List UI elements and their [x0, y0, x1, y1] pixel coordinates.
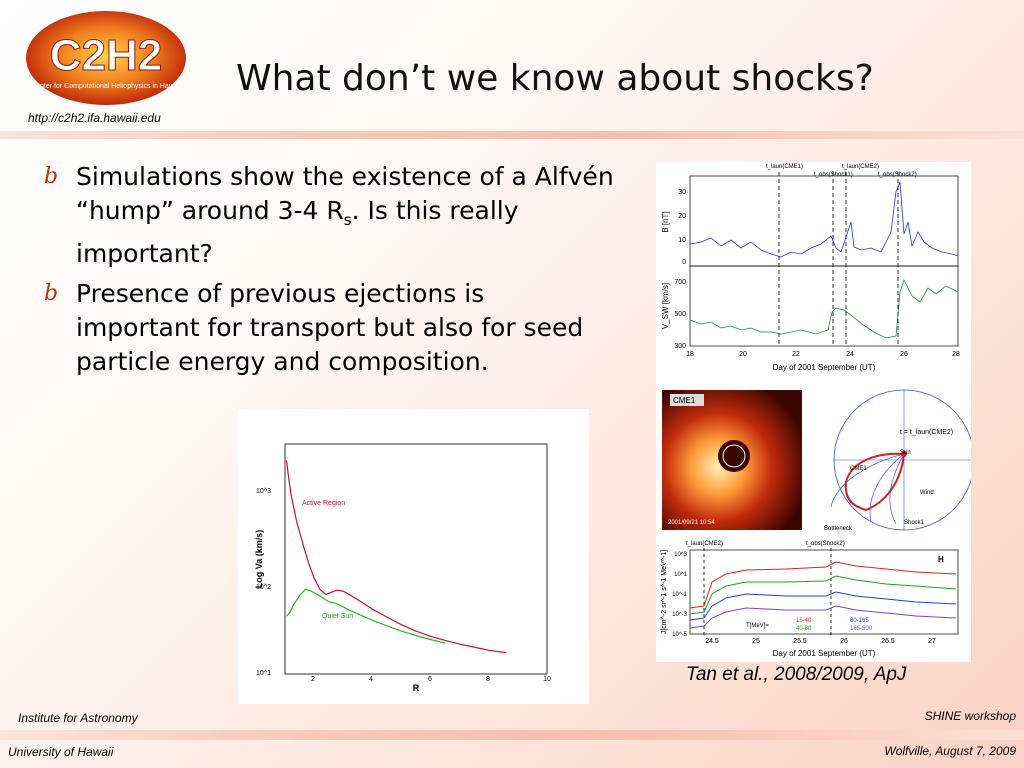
svg-text:Day of 2001 September (UT): Day of 2001 September (UT)	[773, 649, 876, 658]
svg-text:26: 26	[900, 351, 908, 358]
svg-text:40-80: 40-80	[796, 626, 812, 632]
marker-label: t_laun(CME1)	[766, 164, 803, 170]
svg-text:C2H2: C2H2	[50, 31, 163, 80]
tan-figure-graphics: t_laun(CME1) t_obs(Shock1) t_laun(CME2) …	[661, 164, 975, 658]
logo-url[interactable]: http://c2h2.ifa.hawaii.edu	[28, 111, 161, 125]
bullet-icon: b	[44, 281, 59, 306]
alfven-speed-chart-figure: Log Va (km/s) R 10^3 10^2 10^1 2 4 6 8 1…	[238, 409, 589, 704]
svg-text:28: 28	[952, 351, 960, 358]
svg-text:10^-5: 10^-5	[672, 632, 687, 638]
svg-text:Sun: Sun	[900, 450, 911, 456]
y-tick-label: 10^2	[256, 584, 271, 591]
slide-title: What don’t we know about shocks?	[236, 58, 874, 99]
svg-text:t = t_laun(CME2): t = t_laun(CME2)	[900, 429, 953, 436]
svg-text:700: 700	[674, 279, 686, 286]
tan-figure: t_laun(CME1) t_obs(Shock1) t_laun(CME2) …	[656, 162, 975, 662]
svg-text:27: 27	[928, 638, 936, 645]
svg-text:Center for Computational Helio: Center for Computational Heliophysics in…	[31, 83, 181, 90]
svg-text:22: 22	[792, 351, 800, 358]
svg-text:Bottleneck: Bottleneck	[824, 526, 853, 532]
svg-text:0: 0	[682, 259, 686, 266]
x-tick-label: 2	[311, 676, 315, 683]
y-axis-label: Log Va (km/s)	[254, 530, 264, 589]
svg-text:165-500: 165-500	[850, 626, 873, 632]
image-date: 2001/09/21 10:54	[668, 520, 715, 526]
figure-caption: Tan et al., 2008/2009, ApJ	[686, 664, 907, 685]
svg-text:t_laun(CME2): t_laun(CME2)	[686, 541, 723, 547]
svg-text:CME1: CME1	[850, 466, 867, 472]
footer-institute: Institute for Astronomy	[18, 711, 138, 725]
header-divider	[0, 131, 1024, 139]
svg-text:10^-3: 10^-3	[672, 612, 687, 618]
svg-text:20: 20	[739, 351, 747, 358]
svg-text:18: 18	[686, 351, 694, 358]
svg-text:300: 300	[674, 343, 686, 350]
x-axis-label: R	[413, 683, 420, 693]
svg-text:Wind: Wind	[920, 490, 934, 496]
footer-divider	[0, 730, 1024, 740]
c2h2-logo: C2H2 Center for Computational Heliophysi…	[26, 11, 186, 105]
svg-text:10^-1: 10^-1	[672, 592, 687, 598]
x-axis-label: Day of 2001 September (UT)	[773, 363, 876, 372]
y-tick-label: 10^1	[256, 670, 271, 677]
svg-text:15-40: 15-40	[796, 618, 812, 624]
bullet-list: b Simulations show the existence of a Al…	[44, 160, 614, 385]
svg-text:t_obs(Shock2): t_obs(Shock2)	[806, 541, 845, 547]
x-tick-label: 6	[428, 676, 432, 683]
active-region-line	[285, 460, 507, 654]
svg-text:24.5: 24.5	[705, 638, 719, 645]
svg-text:10^3: 10^3	[674, 552, 687, 558]
legend-title: T[MeV]=	[746, 623, 769, 629]
alfven-speed-chart: Log Va (km/s) R 10^3 10^2 10^1 2 4 6 8 1…	[254, 443, 551, 693]
flux-axis-label: J[cm^-2 sr^-1 s^-1 MeV^-1]	[661, 550, 668, 634]
x-tick-label: 10	[543, 676, 551, 683]
svg-text:10^1: 10^1	[674, 572, 687, 578]
series-label-active-region: Active Region	[302, 500, 345, 507]
svg-text:Shock1: Shock1	[904, 520, 925, 526]
bullet-item: b Presence of previous ejections is impo…	[44, 277, 614, 379]
shock-geometry-diagram: t = t_laun(CME2) Sun CME1 Wind Bottlenec…	[824, 389, 975, 532]
solar-wind-panel: t_laun(CME1) t_obs(Shock1) t_laun(CME2) …	[661, 164, 960, 372]
svg-text:H: H	[938, 555, 944, 564]
svg-text:80-165: 80-165	[850, 618, 869, 624]
footer-workshop: SHINE workshop	[924, 709, 1016, 723]
svg-text:30: 30	[678, 189, 686, 196]
coronagraph-image: CME1 2001/09/21 10:54	[662, 390, 802, 530]
svg-text:26.5: 26.5	[881, 638, 895, 645]
svg-text:26: 26	[840, 638, 848, 645]
svg-text:25: 25	[752, 638, 760, 645]
v-axis-label: V_SW [km/s]	[661, 283, 670, 329]
svg-text:24: 24	[846, 351, 854, 358]
x-tick-label: 8	[486, 676, 490, 683]
y-tick-label: 10^3	[256, 488, 271, 495]
bullet-icon: b	[44, 164, 59, 189]
bullet-item: b Simulations show the existence of a Al…	[44, 160, 614, 271]
image-label: CME1	[673, 396, 696, 405]
quiet-sun-line	[286, 588, 446, 644]
b-axis-label: B [nT]	[661, 211, 670, 232]
svg-text:20: 20	[678, 213, 686, 220]
x-tick-label: 4	[369, 676, 373, 683]
particle-flux-panel: t_laun(CME2) t_obs(Shock2) H J[cm^-2 sr^…	[661, 541, 959, 658]
footer-date-location: Wolfville, August 7, 2009	[884, 744, 1016, 758]
marker-label: t_obs(Shock1)	[814, 172, 853, 178]
svg-text:25.5: 25.5	[793, 638, 807, 645]
footer-university: University of Hawaii	[8, 745, 114, 759]
series-label-quiet-sun: Quiet Sun	[322, 613, 353, 620]
marker-label: t_laun(CME2)	[842, 164, 879, 170]
svg-text:500: 500	[674, 311, 686, 318]
marker-label: t_obs(Shock2)	[878, 172, 917, 178]
svg-text:10: 10	[678, 237, 686, 244]
